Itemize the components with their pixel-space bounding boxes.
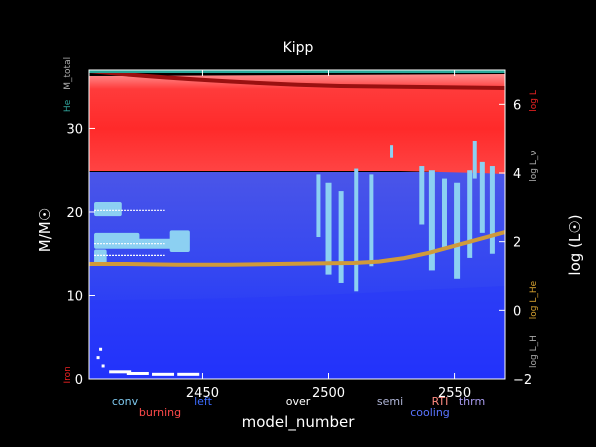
convection-plume bbox=[479, 161, 485, 233]
left-side-labels: M_total He Iron bbox=[63, 57, 73, 384]
y-axis-label: M/M☉ bbox=[36, 208, 54, 252]
convection-plume bbox=[472, 140, 477, 179]
overshoot-marker bbox=[126, 371, 149, 375]
overshoot-marker bbox=[109, 370, 132, 374]
y2-tick-label: 2 bbox=[513, 236, 521, 251]
plot-area bbox=[89, 70, 505, 379]
convection-plume bbox=[354, 168, 359, 292]
total-mass-line bbox=[89, 70, 505, 90]
teal-top-band bbox=[89, 70, 505, 73]
series-line-log-L bbox=[89, 230, 505, 267]
overshoot-marker bbox=[99, 347, 103, 351]
overshoot-marker bbox=[96, 356, 100, 360]
left-side-label: M_total bbox=[63, 57, 73, 90]
x-tick-label: 2550 bbox=[438, 386, 471, 401]
overshoot-marker bbox=[152, 372, 175, 376]
y-tick-label: 20 bbox=[66, 206, 83, 221]
right-side-label: log L_H bbox=[529, 335, 539, 368]
left-side-label: Iron bbox=[63, 366, 73, 383]
convection-plume bbox=[316, 174, 321, 238]
right-side-label: log L_ν bbox=[529, 151, 539, 182]
right-side-label: log L_He bbox=[529, 280, 539, 319]
convection-plume bbox=[489, 166, 495, 254]
legend-item: semi bbox=[377, 395, 403, 408]
legend-item: burning bbox=[139, 406, 181, 419]
convection-plume bbox=[428, 170, 435, 271]
y-axis-right: −2 0 2 4 6 bbox=[499, 98, 532, 388]
legend: conv left over semi RTI thrm burning cooling bbox=[112, 395, 485, 419]
y2-tick-label: 0 bbox=[513, 304, 521, 319]
convection-zone bbox=[94, 249, 107, 264]
convection-plume bbox=[390, 145, 394, 158]
legend-item: cooling bbox=[410, 406, 450, 419]
y-tick-label: 10 bbox=[66, 289, 83, 304]
x-axis-label: model_number bbox=[242, 413, 356, 432]
left-side-label: He bbox=[63, 99, 73, 112]
y-axis-left: 0 10 20 30 bbox=[66, 122, 95, 388]
legend-item: thrm bbox=[459, 395, 485, 408]
y2-tick-label: 4 bbox=[513, 167, 521, 182]
convection-plume bbox=[441, 178, 447, 250]
x-axis: 2450 2500 2550 bbox=[186, 70, 471, 401]
x-tick-label: 2450 bbox=[186, 386, 219, 401]
plot-frame bbox=[88, 69, 506, 380]
overshoot-marker bbox=[101, 364, 105, 368]
burning-region bbox=[89, 74, 505, 174]
y2-tick-label: −2 bbox=[513, 373, 532, 388]
legend-item: left bbox=[194, 395, 213, 408]
convection-plume bbox=[338, 191, 344, 283]
overshoot-marker bbox=[177, 372, 200, 376]
legend-item: RTI bbox=[432, 395, 449, 408]
y2-tick-label: 6 bbox=[513, 98, 521, 113]
convection-zones bbox=[94, 140, 495, 376]
convection-plume bbox=[369, 174, 374, 267]
convection-plume bbox=[467, 170, 473, 258]
legend-item: over bbox=[286, 395, 311, 408]
legend-item: conv bbox=[112, 395, 139, 408]
convection-plume bbox=[419, 166, 425, 225]
convection-plume bbox=[454, 182, 461, 279]
convection-zone bbox=[94, 201, 122, 217]
right-side-label: log L bbox=[529, 90, 539, 112]
x-tick-label: 2500 bbox=[312, 386, 345, 401]
convection-zone bbox=[169, 230, 190, 253]
chart-title: Kipp bbox=[283, 40, 314, 56]
y-tick-label: 0 bbox=[75, 373, 83, 388]
convection-plume bbox=[325, 182, 332, 275]
y-tick-label: 30 bbox=[66, 122, 83, 137]
cooling-gradient-band bbox=[89, 286, 505, 379]
y2-axis-label: log (L☉) bbox=[566, 214, 584, 275]
